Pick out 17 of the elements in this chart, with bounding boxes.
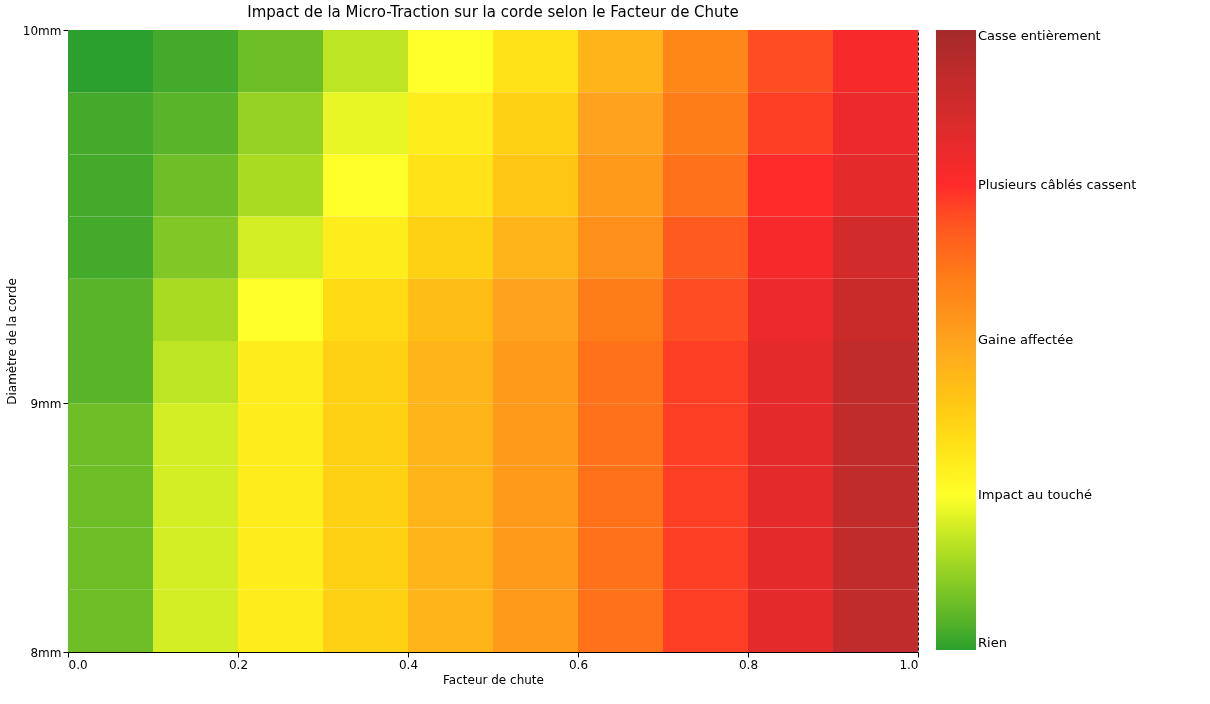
x-tick-label: 0.0 xyxy=(68,657,88,672)
x-tick-label: 0.8 xyxy=(738,657,759,672)
x-tick-label: 0.4 xyxy=(398,657,419,672)
x-axis-title: Facteur de chute xyxy=(443,672,544,687)
color-bar-label: Casse entièrement xyxy=(978,28,1101,43)
color-bar-label: Plusieurs câblés cassent xyxy=(978,177,1137,192)
y-tick-label: 10mm xyxy=(22,23,62,38)
y-tick-label: 8mm xyxy=(30,645,62,660)
x-tick-label: 0.6 xyxy=(568,657,589,672)
x-tick-label: 0.2 xyxy=(228,657,249,672)
color-bar-label: Rien xyxy=(978,635,1007,650)
color-bar-label: Impact au touché xyxy=(978,487,1093,502)
color-bar-label: Gaine affectée xyxy=(978,332,1074,347)
y-tick-label: 9mm xyxy=(30,396,62,411)
chart-title: Impact de la Micro-Traction sur la corde selon le Facteur de Chute xyxy=(247,3,739,21)
x-tick-label: 1.0 xyxy=(899,657,919,672)
y-axis-title: Diamètre de la corde xyxy=(4,278,19,405)
